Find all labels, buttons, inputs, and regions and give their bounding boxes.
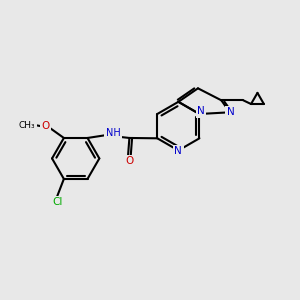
Text: NH: NH [106, 128, 121, 138]
Text: CH₃: CH₃ [19, 121, 35, 130]
Text: Cl: Cl [52, 197, 62, 207]
Text: O: O [41, 121, 50, 131]
Text: N: N [197, 106, 205, 116]
Text: N: N [175, 146, 182, 156]
Text: O: O [125, 156, 134, 166]
Text: N: N [226, 107, 234, 117]
